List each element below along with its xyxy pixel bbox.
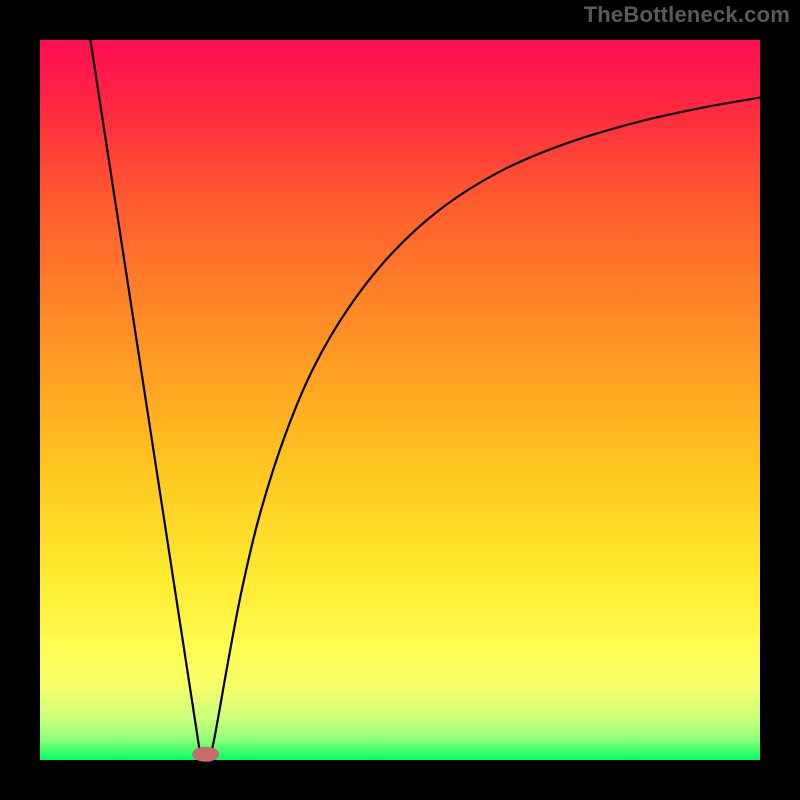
plot-background — [40, 40, 760, 760]
chart-container: TheBottleneck.com — [0, 0, 800, 800]
watermark-text: TheBottleneck.com — [584, 2, 790, 28]
optimal-point-marker — [193, 747, 219, 761]
bottleneck-chart — [0, 0, 800, 800]
